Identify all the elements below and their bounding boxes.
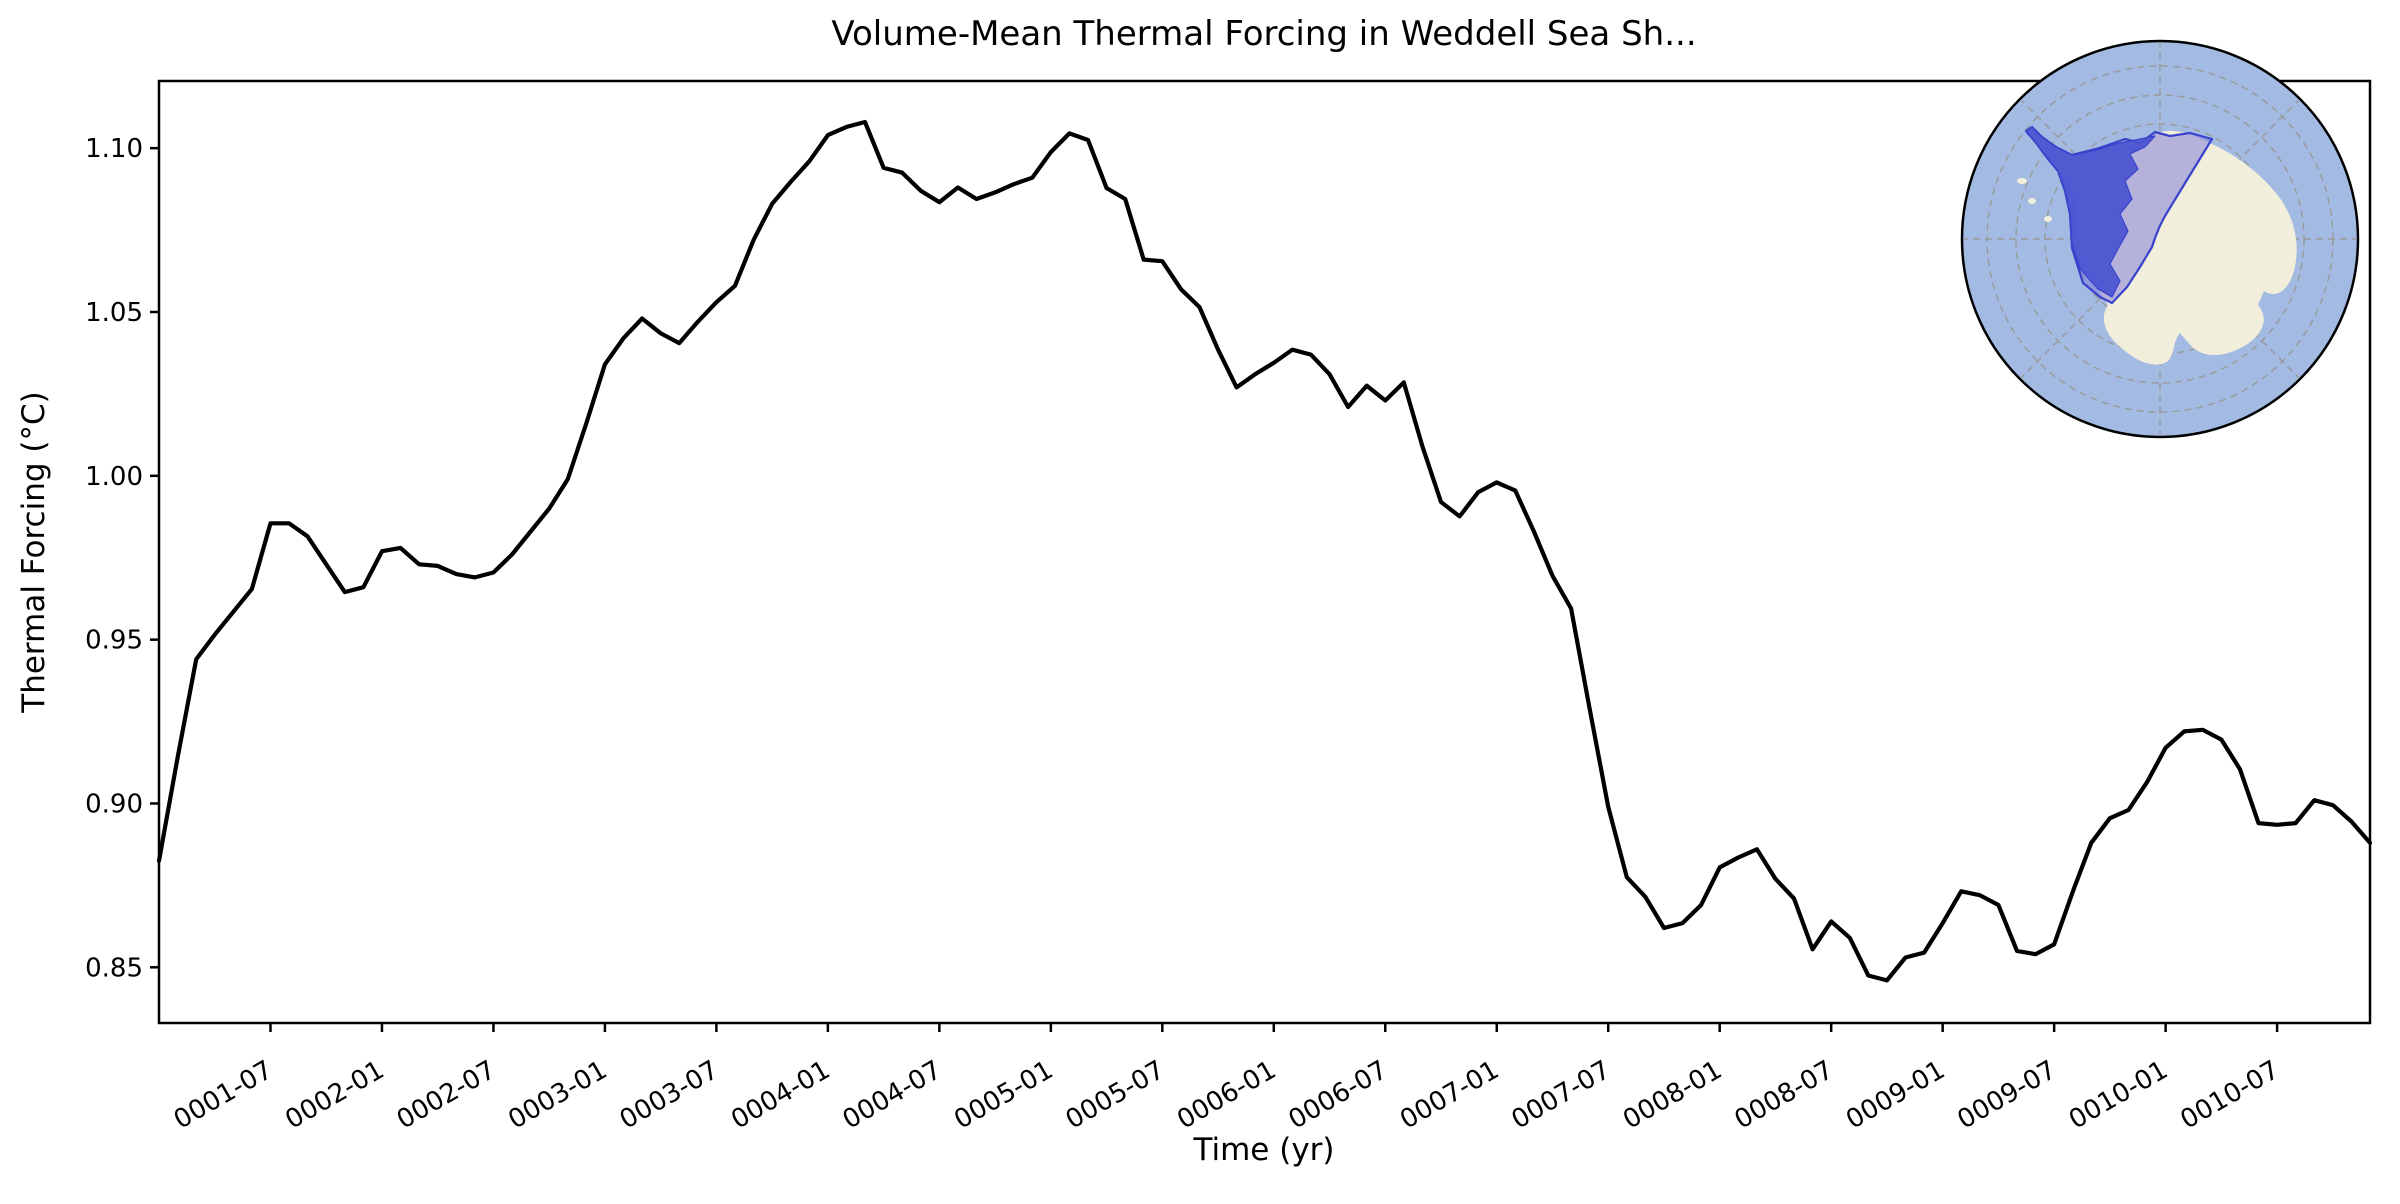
x-tick-label: 0005-01	[949, 1055, 1058, 1135]
x-tick-label: 0003-07	[615, 1055, 724, 1135]
inset-island	[2017, 178, 2027, 184]
inset-antarctica-map	[1960, 39, 2360, 439]
x-tick-label: 0009-07	[1953, 1055, 2062, 1135]
x-tick-label: 0001-07	[169, 1055, 278, 1135]
y-axis-label: Thermal Forcing (°C)	[16, 391, 52, 713]
x-tick-label: 0004-07	[838, 1055, 947, 1135]
x-tick-label: 0006-01	[1172, 1055, 1281, 1135]
y-tick-label: 1.00	[85, 462, 143, 492]
y-tick-label: 0.95	[85, 626, 143, 656]
x-tick-label: 0010-01	[2064, 1055, 2173, 1135]
x-tick-label: 0009-01	[1841, 1055, 1950, 1135]
x-axis-label: Time (yr)	[1193, 1132, 1335, 1168]
x-axis-ticks: 0001-07 0002-01 0002-07 0003-01 0003-07 0004-…	[169, 1023, 2285, 1135]
y-tick-label: 0.90	[85, 789, 143, 819]
x-tick-label: 0008-01	[1618, 1055, 1727, 1135]
x-tick-label: 0005-07	[1061, 1055, 1170, 1135]
thermal-forcing-line	[156, 119, 2373, 983]
x-tick-label: 0010-07	[2176, 1055, 2285, 1135]
weddell-shelf-area	[2025, 126, 2156, 298]
y-tick-label: 0.85	[85, 953, 143, 983]
x-tick-label: 0007-07	[1507, 1055, 1616, 1135]
y-axis-ticks: 0.85 0.90 0.95 1.00 1.05 1.10	[85, 134, 159, 983]
y-tick-label: 1.10	[85, 134, 143, 164]
axes-frame	[157, 79, 2372, 1025]
x-tick-label: 0004-01	[726, 1055, 835, 1135]
x-tick-label: 0008-07	[1730, 1055, 1839, 1135]
inset-island	[2028, 198, 2036, 204]
y-tick-label: 1.05	[85, 298, 143, 328]
x-tick-label: 0006-07	[1284, 1055, 1393, 1135]
x-tick-label: 0007-01	[1395, 1055, 1504, 1135]
x-tick-label: 0003-01	[503, 1055, 612, 1135]
chart-title: Volume-Mean Thermal Forcing in Weddell S…	[831, 14, 1696, 54]
inset-island	[2044, 216, 2052, 222]
x-tick-label: 0002-01	[280, 1055, 389, 1135]
x-tick-label: 0002-07	[392, 1055, 501, 1135]
